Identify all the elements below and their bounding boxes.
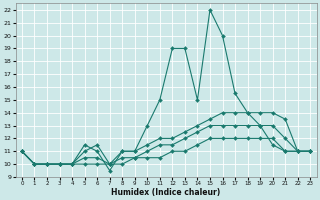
X-axis label: Humidex (Indice chaleur): Humidex (Indice chaleur) [111,188,221,197]
